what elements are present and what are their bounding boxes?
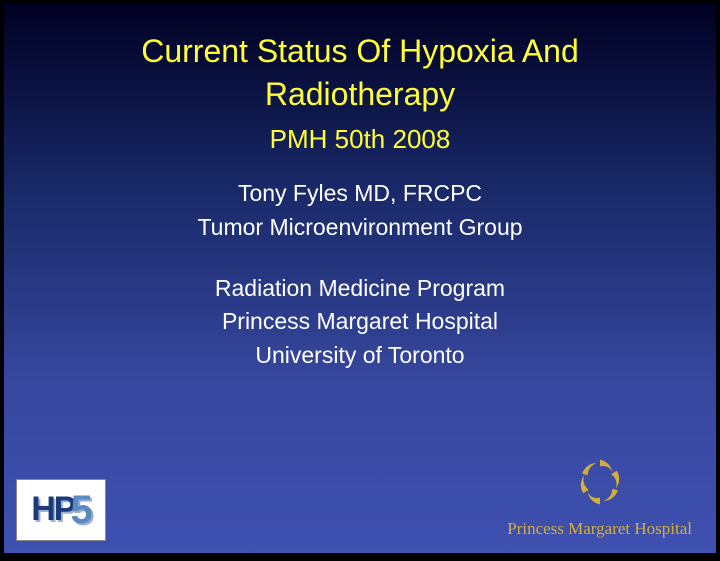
hp5-logo-text: HP5 <box>31 488 90 533</box>
pmh-logo: Princess Margaret Hospital <box>507 454 692 539</box>
hp5-hp: HP <box>31 490 74 528</box>
swirl-icon <box>572 454 628 510</box>
affil-university: University of Toronto <box>4 339 716 372</box>
hp5-logo: HP5 <box>16 479 106 541</box>
presentation-slide: Current Status Of Hypoxia And Radiothera… <box>4 4 716 553</box>
pmh-logo-text: Princess Margaret Hospital <box>507 519 692 539</box>
title-line-1: Current Status Of Hypoxia And <box>4 30 716 73</box>
slide-subtitle: PMH 50th 2008 <box>4 124 716 155</box>
title-line-2: Radiotherapy <box>4 73 716 116</box>
affiliation-block: Radiation Medicine Program Princess Marg… <box>4 272 716 372</box>
author-block: Tony Fyles MD, FRCPC Tumor Microenvironm… <box>4 177 716 244</box>
hp5-five: 5 <box>70 488 90 532</box>
affil-program: Radiation Medicine Program <box>4 272 716 305</box>
slide-title: Current Status Of Hypoxia And Radiothera… <box>4 4 716 116</box>
author-name: Tony Fyles MD, FRCPC <box>4 177 716 210</box>
author-group: Tumor Microenvironment Group <box>4 211 716 244</box>
affil-hospital: Princess Margaret Hospital <box>4 305 716 338</box>
